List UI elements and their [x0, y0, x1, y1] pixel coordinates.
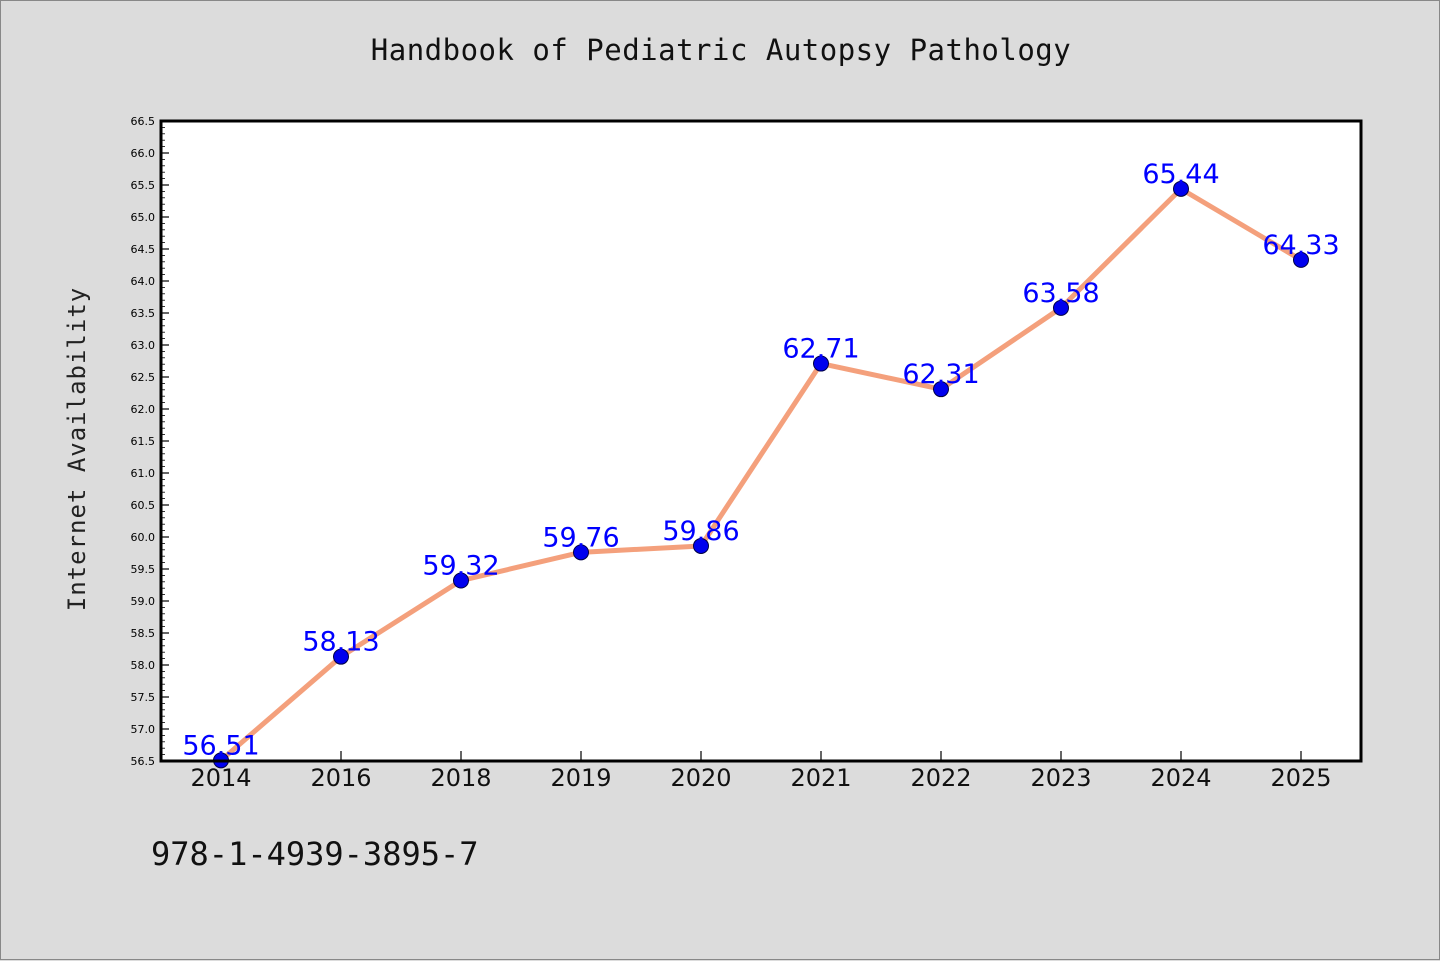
data-label: 59.86	[662, 516, 739, 547]
x-tick-label: 2014	[190, 764, 251, 792]
series-line	[218, 186, 1304, 763]
data-label: 65.44	[1142, 159, 1219, 190]
data-markers	[213, 180, 1309, 769]
isbn-text: 978-1-4939-3895-7	[151, 835, 479, 873]
data-point	[1173, 180, 1189, 197]
data-label: 59.32	[422, 551, 499, 582]
chart-title: Handbook of Pediatric Autopsy Pathology	[370, 33, 1072, 67]
data-point	[453, 572, 469, 589]
y-tick-label: 57.0	[131, 723, 156, 736]
data-point	[573, 544, 589, 561]
x-tick-label: 2021	[790, 764, 851, 792]
data-labels: 56.51 58.13 59.32 59.76 59.86 62.71 62.31 63.58…	[182, 159, 1339, 762]
y-tick-label: 61.0	[131, 467, 156, 480]
plot-area	[161, 121, 1361, 761]
x-tick-label: 2016	[310, 764, 371, 792]
data-label: 59.76	[542, 522, 619, 553]
data-point	[1293, 251, 1309, 268]
y-tick-label: 61.5	[131, 435, 156, 448]
data-label: 62.31	[902, 359, 979, 390]
x-tick-label: 2019	[550, 764, 611, 792]
y-tick-label: 65.5	[131, 179, 156, 192]
y-tick-label: 66.0	[131, 147, 156, 160]
x-tick-label: 2020	[670, 764, 731, 792]
x-tick-label: 2025	[1270, 764, 1331, 792]
data-label: 64.33	[1262, 230, 1339, 261]
y-tick-label: 60.5	[131, 499, 156, 512]
data-point	[1053, 299, 1069, 316]
y-tick-label: 63.5	[131, 307, 156, 320]
data-label: 63.58	[1022, 278, 1099, 309]
plot-border	[159, 119, 1363, 763]
x-tick-label: 2023	[1030, 764, 1091, 792]
y-tick-label: 57.5	[131, 691, 156, 704]
y-tick-label: 62.5	[131, 371, 156, 384]
y-tick-label: 58.5	[131, 627, 156, 640]
data-label: 62.71	[782, 334, 859, 365]
y-tick-label: 56.5	[131, 755, 156, 768]
y-tick-label: 59.0	[131, 595, 156, 608]
y-tick-label: 66.5	[131, 115, 156, 128]
x-tick-label: 2022	[910, 764, 971, 792]
data-point	[813, 355, 829, 372]
y-tick-label: 62.0	[131, 403, 156, 416]
y-axis-ticks: 56.5 57.0 57.5 58.0 58.5 59.0 59.5 60.0 60.5 61.0…	[131, 115, 169, 768]
y-tick-label: 64.5	[131, 243, 156, 256]
x-tick-label: 2018	[430, 764, 491, 792]
y-tick-label: 64.0	[131, 275, 156, 288]
data-label: 58.13	[302, 627, 379, 658]
y-tick-label: 58.0	[131, 659, 156, 672]
data-point	[933, 381, 949, 398]
y-tick-label: 59.5	[131, 563, 156, 576]
y-tick-label: 65.0	[131, 211, 156, 224]
y-tick-label: 63.0	[131, 339, 156, 352]
data-point	[333, 648, 349, 665]
y-tick-label: 60.0	[131, 531, 156, 544]
x-axis-ticks: 2014 2016 2018 2019 2020 2021 2022 2023 2024 2025	[190, 751, 1332, 792]
data-label: 56.51	[182, 730, 259, 761]
data-point	[693, 537, 709, 554]
x-tick-label: 2024	[1150, 764, 1211, 792]
